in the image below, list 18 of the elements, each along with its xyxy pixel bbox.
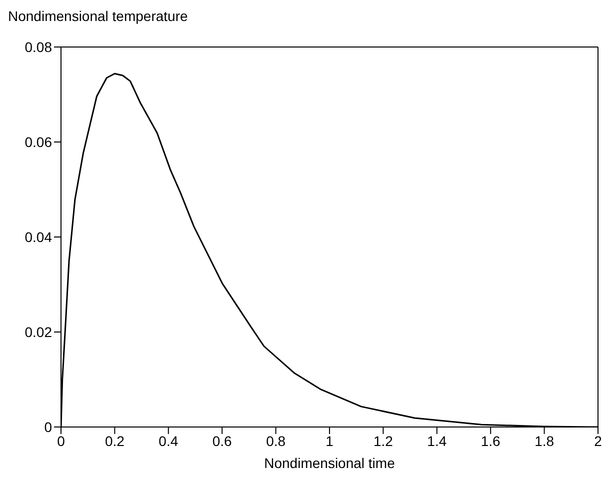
x-tick-label: 1.2 xyxy=(373,432,394,449)
x-tick-label: 0.6 xyxy=(212,432,232,449)
x-tick-label: 0.2 xyxy=(104,432,125,449)
x-tick-label: 1 xyxy=(326,432,334,449)
x-tick-label: 1.8 xyxy=(534,432,554,449)
y-tick-label: 0.08 xyxy=(24,38,52,55)
y-tick-label: 0 xyxy=(44,418,52,435)
y-tick-label: 0.04 xyxy=(24,228,52,245)
x-tick-label: 0.4 xyxy=(158,432,178,449)
y-axis-title: Nondimensional temperature xyxy=(8,8,188,24)
x-tick-label: 0.8 xyxy=(266,432,286,449)
y-tick-label: 0.06 xyxy=(24,134,52,150)
x-tick-label: 0 xyxy=(57,432,66,449)
x-tick-label: 1.6 xyxy=(480,432,501,449)
x-tick-label: 1.4 xyxy=(427,432,447,449)
x-axis-title: Nondimensional time xyxy=(263,455,396,471)
y-tick-label: 0.02 xyxy=(24,324,52,340)
x-tick-label: 2 xyxy=(594,432,602,449)
